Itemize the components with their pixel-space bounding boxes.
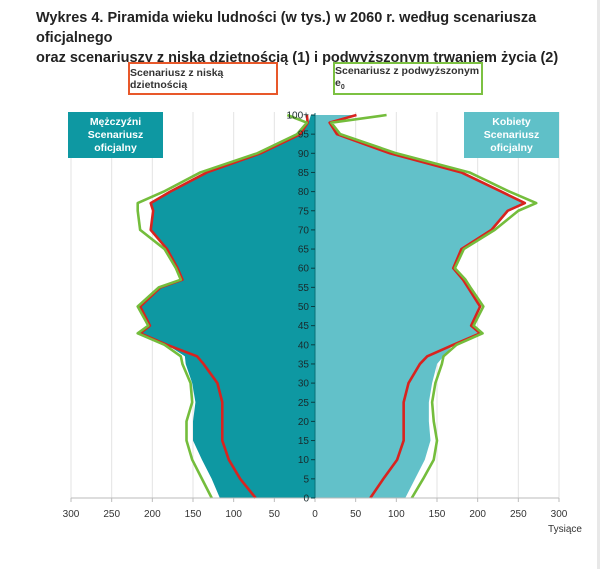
x-tick-label: 100 (388, 509, 405, 520)
male-official-area (140, 115, 315, 498)
y-tick-label: 25 (298, 398, 310, 409)
y-tick-label: 65 (298, 245, 310, 256)
y-tick-label: 15 (298, 436, 310, 447)
female-label-3: oficjalny (490, 141, 533, 154)
x-tick-label: 50 (350, 509, 362, 520)
x-tick-label: 150 (185, 509, 202, 520)
male-high-e0-line (136, 113, 309, 499)
y-tick-label: 90 (298, 149, 310, 160)
y-tick-label: 60 (298, 264, 310, 275)
legend-high-e0-label: Scenariusz z podwyższonym e0 (335, 65, 481, 91)
x-tick-label: 200 (469, 509, 486, 520)
male-low-fertility-line (138, 114, 309, 499)
y-tick-label: 85 (298, 168, 310, 179)
legend-low-fertility: Scenariusz z niską dzietnością (128, 62, 278, 95)
x-tick-label: 0 (312, 509, 318, 520)
female-label-2: Scenariusz (483, 128, 540, 141)
y-tick-label: 30 (298, 379, 310, 390)
x-tick-label: 250 (510, 509, 527, 520)
chart-title-line1: Wykres 4. Piramida wieku ludności (w tys… (36, 10, 537, 46)
y-tick-label: 70 (298, 225, 310, 236)
x-axis-label: Tysiące (548, 524, 582, 535)
legend-high-e0-text: Scenariusz z podwyższonym e (335, 65, 480, 90)
x-tick-label: 300 (63, 509, 80, 520)
y-tick-label: 45 (298, 321, 310, 332)
y-tick-label: 5 (303, 474, 309, 485)
female-official-area (315, 115, 525, 498)
y-tick-label: 55 (298, 283, 310, 294)
male-label-2: Scenariusz (87, 128, 144, 141)
female-low-fertility-line (328, 113, 527, 499)
y-tick-label: 35 (298, 359, 310, 370)
x-tick-label: 200 (144, 509, 161, 520)
page-edge (597, 0, 600, 569)
y-tick-label: 40 (298, 340, 310, 351)
y-tick-label: 75 (298, 206, 310, 217)
female-high-e0-line (329, 113, 538, 499)
legend-high-e0-sub: 0 (340, 84, 345, 92)
y-tick-label: 100+ (286, 111, 309, 122)
y-tick-label: 95 (298, 130, 310, 141)
x-tick-label: 50 (269, 509, 281, 520)
x-tick-label: 150 (429, 509, 446, 520)
x-tick-label: 100 (225, 509, 242, 520)
male-label-1: Mężczyźni (89, 115, 142, 128)
legend-high-e0: Scenariusz z podwyższonym e0 (333, 62, 483, 95)
y-tick-label: 80 (298, 187, 310, 198)
legend-low-fertility-label: Scenariusz z niską dzietnością (130, 66, 224, 91)
y-tick-label: 50 (298, 302, 310, 313)
x-tick-label: 300 (551, 509, 568, 520)
male-label-3: oficjalny (94, 141, 137, 154)
y-tick-label: 20 (298, 417, 310, 428)
x-tick-label: 250 (103, 509, 120, 520)
female-label-1: Kobiety (492, 115, 531, 128)
female-label-box: Kobiety Scenariusz oficjalny (464, 112, 559, 158)
y-tick-label: 10 (298, 455, 310, 466)
y-tick-label: 0 (303, 494, 309, 505)
male-label-box: Mężczyźni Scenariusz oficjalny (68, 112, 163, 158)
